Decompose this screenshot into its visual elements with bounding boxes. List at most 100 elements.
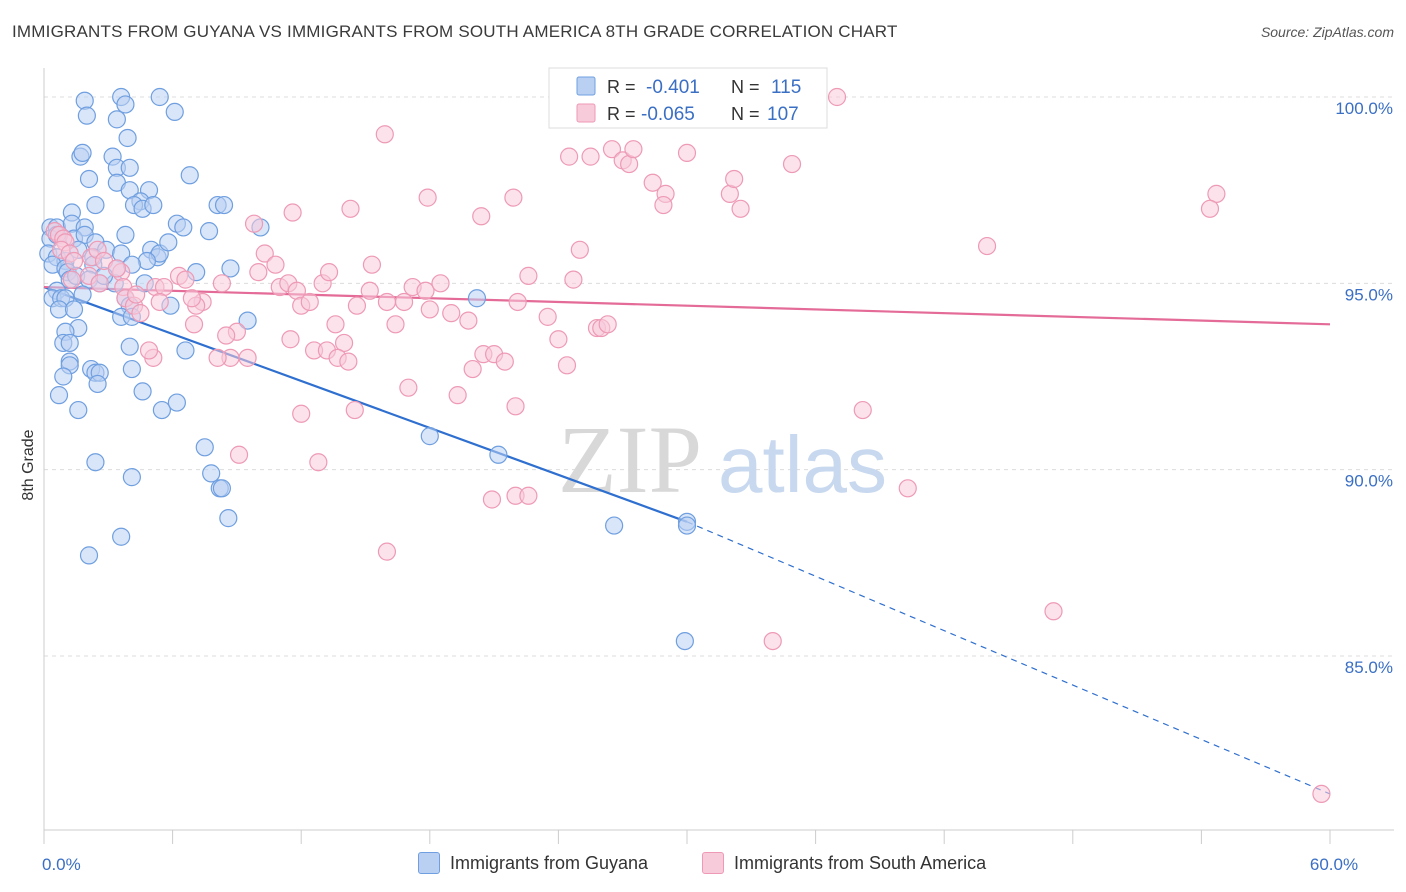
point-south-america [418,188,437,207]
point-south-america [463,359,482,379]
legend-r-south-america: -0.065 [641,104,695,125]
legend-item-guyana: Immigrants from Guyana [418,852,648,874]
trend-line-guyana-extension [686,521,1331,795]
point-guyana [118,128,137,148]
point-guyana [86,453,105,472]
series-legend: Immigrants from Guyana Immigrants from S… [0,852,1406,878]
point-guyana [73,285,92,304]
point-south-america [602,140,622,159]
point-guyana [174,218,193,237]
point-south-america [345,400,364,420]
point-south-america [319,263,339,282]
legend-item-south-america: Immigrants from South America [702,852,986,874]
point-south-america [677,143,697,162]
point-guyana [54,367,73,386]
point-south-america [506,397,525,416]
point-south-america [482,490,502,509]
point-south-america [266,255,285,274]
point-south-america [300,292,319,312]
point-guyana [152,400,171,420]
point-south-america [624,140,643,159]
point-guyana [79,169,99,189]
point-south-america [564,270,583,289]
point-south-america [107,259,126,278]
point-south-america [442,304,461,323]
y-tick-label: 85.0% [1345,658,1393,677]
point-guyana [77,106,96,125]
point-south-america [212,274,231,293]
point-south-america [283,203,302,222]
legend-label-south-america: Immigrants from South America [734,852,987,873]
point-guyana [69,400,88,420]
point-guyana [221,259,240,278]
trend-line-guyana [43,286,688,523]
point-guyana [107,110,126,129]
point-south-america [244,214,264,233]
point-guyana [202,464,221,483]
point-south-america [495,352,514,371]
point-south-america [1312,784,1331,803]
watermark-zip: ZIP [558,406,702,513]
point-south-america [827,87,847,107]
point-guyana [88,374,107,394]
point-south-america [62,270,81,289]
point-south-america [782,154,802,174]
watermark-atlas: atlas [718,420,887,509]
data-points [39,87,1331,803]
source-label: Source: ZipAtlas.com [1260,24,1394,40]
point-south-america [229,445,249,464]
legend-swatch-south-america [702,852,724,874]
point-south-america [399,378,418,397]
point-south-america [150,292,169,312]
legend-label-guyana: Immigrants from Guyana [450,852,649,873]
point-south-america [339,352,358,371]
point-south-america [459,311,478,330]
point-south-america [720,184,739,203]
point-south-america [347,296,367,315]
point-guyana [167,393,186,412]
point-south-america [182,289,201,308]
point-guyana [238,311,257,330]
point-guyana [144,195,163,215]
point-south-america [377,292,397,312]
point-south-america [448,386,467,405]
point-south-america [292,404,311,423]
point-south-america [90,274,109,293]
point-south-america [394,292,414,312]
point-south-america [731,199,750,218]
point-south-america [725,169,744,189]
point-south-america [581,147,600,166]
point-south-america [763,631,782,651]
legend-swatch-guyana [576,76,596,96]
legend-swatch-south-america [576,103,596,123]
point-guyana [219,509,238,528]
point-guyana [195,438,214,457]
point-south-america [217,326,236,345]
point-south-america [853,400,872,420]
chart-title: IMMIGRANTS FROM GUYANA VS IMMIGRANTS FRO… [12,22,898,41]
point-south-america [420,300,439,319]
axes: 100.0% 95.0% 90.0% 85.0% 0.0% 60.0% [42,68,1394,874]
point-south-america [1044,602,1063,621]
point-south-america [64,251,84,271]
point-south-america [560,147,579,166]
point-guyana [675,631,694,651]
point-guyana [467,289,487,308]
point-south-america [281,330,300,349]
legend-swatch-guyana [418,852,440,874]
point-south-america [977,236,997,256]
point-south-america [309,453,328,472]
point-guyana [489,445,508,464]
x-tick-label: 0.0% [42,855,81,874]
point-south-america [898,479,917,498]
point-south-america [238,348,257,367]
gridlines [44,96,1394,657]
point-south-america [416,281,435,300]
point-guyana [60,333,79,353]
point-south-america [341,199,360,218]
point-guyana [420,427,439,446]
x-tick-label: 60.0% [1310,855,1358,874]
point-guyana [159,233,178,252]
stats-legend: R = -0.401 N = 115 R = -0.065 N = 107 [548,67,828,129]
